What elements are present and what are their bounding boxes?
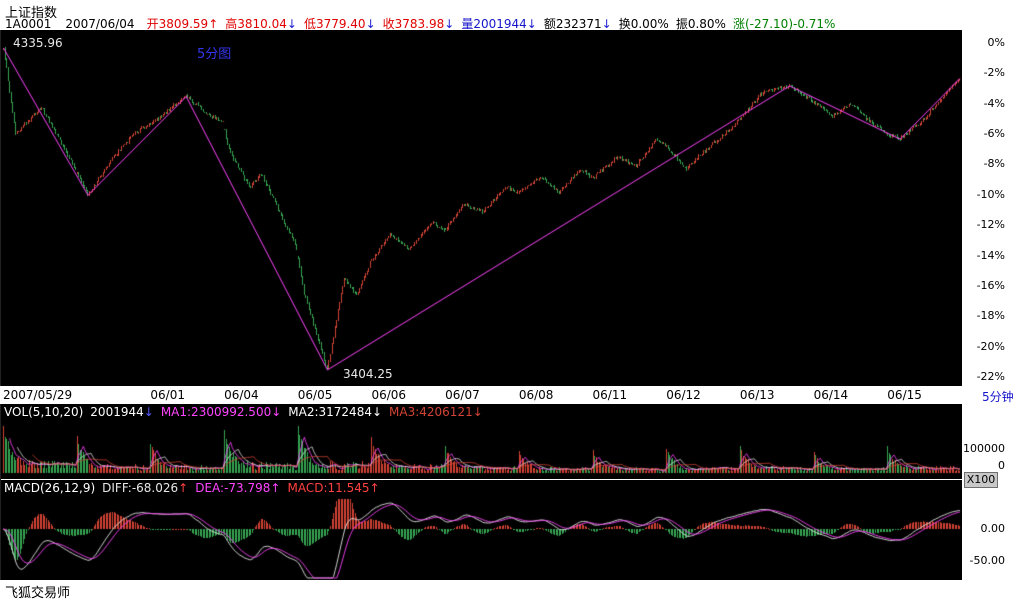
date-label: 06/04 [224,388,259,402]
date-label: 06/08 [518,388,554,402]
volume-axis-label: 100000 [963,442,1005,455]
period-unit-label: 5分钟 [982,390,1014,404]
trend-arrow-icon: ↑ [178,481,189,495]
trend-arrow-icon: ↓ [365,17,376,31]
volume-field: 2001944↓ [90,405,154,419]
percent-axis-label: -10% [976,188,1005,201]
quote-field: 开3809.59↑ [146,17,219,31]
volume-panel: VOL(5,10,20) 2001944↓ MA1:2300992.500↓ MA2:… [1,404,962,479]
macd-field: DIFF:-68.026↑ [102,481,189,495]
percent-axis-label: -2% [983,66,1005,79]
trend-arrow-icon: ↓ [271,405,282,419]
quote-field: 额232371↓ [543,17,612,31]
quote-field: 量2001944↓ [461,17,537,31]
trend-arrow-icon: ↓ [526,17,537,31]
percent-axis-label: -4% [983,97,1005,110]
trend-arrow-icon: ↓ [472,405,483,419]
macd-field: MACD:11.545↑ [287,481,380,495]
quote-field: 高3810.04↓ [225,17,297,31]
app-name: 飞狐交易师 [5,586,71,599]
header: 上证指数 1A0001 2007/06/04 开3809.59↑ 高3810.04↓ 低… [0,0,1020,32]
percent-axis-label: 0% [987,36,1005,49]
macd-canvas[interactable] [1,480,962,580]
quote-row: 1A0001 2007/06/04 开3809.59↑ 高3810.04↓ 低3779.… [5,15,842,32]
percent-axis-label: -6% [983,127,1005,140]
macd-field: MACD(26,12,9) [4,481,96,495]
right-axis: 0% -2% -4% -6% -8% -10% -12% -14% -16% -18% -20% -2… [963,0,1020,599]
volume-field: MA1:2300992.500↓ [160,405,282,419]
macd-indicator-header: MACD(26,12,9) DIFF:-68.026↑ DEA:-73.798↑ MA… [4,481,387,495]
price-candlestick-canvas[interactable] [1,30,962,386]
low-price-label: 3404.25 [343,367,393,381]
volume-field: VOL(5,10,20) [4,405,84,419]
quote-field: 振0.80% [675,17,726,31]
trend-arrow-icon: ↑ [208,17,219,31]
date-label: 06/15 [887,388,922,402]
date-label: 06/01 [150,388,185,402]
volume-bars-canvas[interactable] [1,404,962,479]
period-label: 5分图 [197,47,232,62]
macd-axis-label: 0.00 [980,522,1006,535]
date-label: 06/12 [666,388,701,402]
macd-field: DEA:-73.798↑ [195,481,281,495]
date-label: 06/11 [592,388,628,402]
index-title: 上证指数 [5,6,58,21]
percent-axis-label: -12% [976,218,1005,231]
high-price-label: 4335.96 [13,36,63,50]
percent-axis-label: -22% [976,370,1005,383]
volume-axis-label: 0 [998,459,1005,472]
trend-arrow-icon: ↓ [444,17,455,31]
percent-axis-label: -16% [976,279,1005,292]
volume-field: MA3:4206121↓ [389,405,483,419]
macd-panel: MACD(26,12,9) DIFF:-68.026↑ DEA:-73.798↑ MA… [1,480,962,580]
date-axis: 2007/05/29 06/01 06/04 06/05 06/06 06/07 06/08… [0,386,1020,404]
date-label: 06/05 [297,388,333,402]
volume-indicator-header: VOL(5,10,20) 2001944↓ MA1:2300992.500↓ MA2:… [4,405,490,419]
trend-arrow-icon: ↑ [369,481,380,495]
quote-field: 涨(-27.10)-0.71% [732,17,836,31]
percent-axis-label: -8% [983,157,1005,170]
date-label: 2007/05/29 [3,388,73,402]
trend-arrow-icon: ↑ [270,481,281,495]
trend-arrow-icon: ↓ [601,17,612,31]
date-label: 06/06 [371,388,407,402]
quote-field: 收3783.98↓ [382,17,455,31]
quote-field: 换0.00% [618,17,669,31]
percent-axis-label: -20% [976,340,1005,353]
date-label: 06/14 [813,388,849,402]
date-label: 06/07 [445,388,480,402]
quote-date: 2007/06/04 [65,17,135,31]
date-label: 06/13 [739,388,775,402]
stock-code: 1A0001 [5,17,52,31]
percent-axis-label: -14% [976,249,1005,262]
quote-fields: 开3809.59↑ 高3810.04↓ 低3779.40↓ 收3783.98↓ 量200… [147,17,843,31]
quote-field: 低3779.40↓ [303,17,376,31]
percent-axis-label: -18% [976,309,1005,322]
trend-arrow-icon: ↓ [286,17,297,31]
volume-unit-button[interactable]: X100 [964,472,998,488]
macd-axis-label: -50.00 [969,554,1005,567]
trend-arrow-icon: ↓ [371,405,383,419]
trend-arrow-icon: ↓ [143,405,154,419]
status-bar: 飞狐交易师 [0,580,1020,599]
main-chart-panel: 4335.96 5分图 3404.25 [1,30,962,386]
volume-field: MA2:3172484↓ [288,405,383,419]
